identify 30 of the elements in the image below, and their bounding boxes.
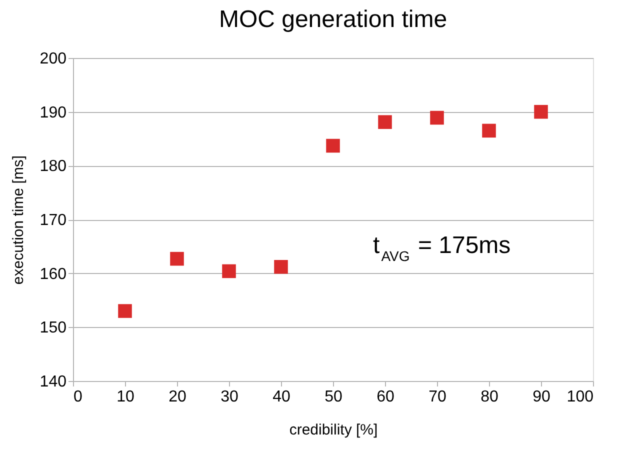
x-tick-label: 60 xyxy=(376,388,394,406)
x-tick-label: 50 xyxy=(324,388,342,406)
x-tick-label: 90 xyxy=(532,388,550,406)
y-tick-label: 180 xyxy=(40,158,67,176)
x-axis-title: credibility [%] xyxy=(289,422,378,438)
chart-title: MOC generation time xyxy=(218,6,448,33)
y-tick-label: 140 xyxy=(40,374,67,390)
y-axis-title: execution time [ms] xyxy=(10,155,27,285)
point xyxy=(326,138,340,153)
point xyxy=(430,110,444,125)
point xyxy=(222,264,236,278)
point xyxy=(170,252,184,266)
x-tick-label: 70 xyxy=(428,388,446,406)
point xyxy=(378,115,392,129)
point xyxy=(118,304,132,318)
x-tick-label: 10 xyxy=(116,388,134,406)
point xyxy=(534,104,548,119)
x-tick-label: 40 xyxy=(272,388,290,406)
y-tick-label: 200 xyxy=(40,50,67,68)
x-tick-label: 20 xyxy=(168,388,186,406)
y-tick-label: 150 xyxy=(40,320,67,337)
x-tick-label: 0 xyxy=(74,388,82,406)
y-tick-label: 190 xyxy=(40,104,67,122)
y-tick-label: 160 xyxy=(40,266,67,283)
x-tick-label: 80 xyxy=(480,388,498,406)
x-tick-label: 100 xyxy=(566,388,594,406)
x-tick-label: 30 xyxy=(220,388,238,406)
point xyxy=(482,124,496,138)
point xyxy=(274,260,288,274)
y-tick-label: 170 xyxy=(40,212,67,229)
